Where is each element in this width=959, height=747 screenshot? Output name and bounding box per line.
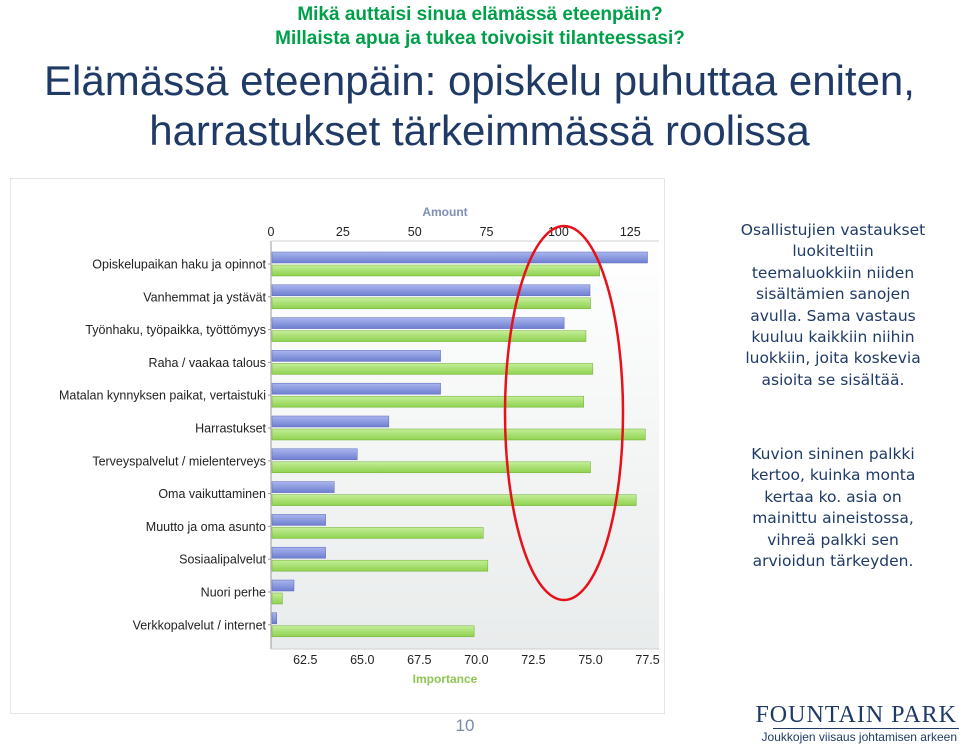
logo-wordmark: FOUNTAIN PARK bbox=[755, 702, 957, 728]
bottom-tick-label: 67.5 bbox=[407, 653, 431, 667]
amount-bar bbox=[271, 382, 441, 395]
importance-bar bbox=[271, 363, 594, 375]
question-line-1: Mikä auttaisi sinua elämässä eteenpäin? bbox=[297, 4, 663, 25]
importance-bar bbox=[271, 494, 637, 506]
top-tick-label: 25 bbox=[336, 225, 350, 239]
top-tick-label: 75 bbox=[480, 225, 494, 239]
survey-question: Mikä auttaisi sinua elämässä eteenpäin? … bbox=[250, 3, 710, 51]
chart-frame: Amount 0 25 50 75 100 125 62.5 65.0 67.5 70.0 72.5 7… bbox=[11, 179, 664, 713]
importance-bar bbox=[271, 559, 489, 572]
amount-bar bbox=[271, 251, 648, 264]
importance-bar bbox=[271, 527, 484, 539]
bottom-tick-label: 70.0 bbox=[464, 653, 488, 667]
title-line-2: harrastukset tärkeimmässä roolissa bbox=[149, 107, 810, 154]
amount-bar bbox=[271, 612, 277, 625]
amount-bar bbox=[271, 481, 335, 493]
category-label: Oma vaikuttaminen bbox=[158, 487, 266, 501]
bottom-tick-label: 75.0 bbox=[578, 653, 602, 667]
amount-bar bbox=[271, 579, 295, 592]
question-line-2: Millaista apua ja tukea toivoisit tilant… bbox=[275, 28, 685, 49]
amount-bar bbox=[271, 514, 326, 526]
category-label: Vanhemmat ja ystävät bbox=[143, 290, 266, 304]
category-label: Sosiaalipalvelut bbox=[179, 553, 266, 567]
importance-bar bbox=[271, 330, 587, 342]
amount-bar bbox=[271, 415, 390, 428]
category-label: Harrastukset bbox=[195, 422, 266, 436]
category-label: Muutto ja oma asunto bbox=[146, 520, 266, 534]
top-tick-label: 0 bbox=[268, 225, 275, 239]
category-label: Nuori perhe bbox=[201, 586, 266, 600]
category-label: Verkkopalvelut / internet bbox=[133, 618, 267, 632]
top-tick-label: 50 bbox=[408, 225, 422, 239]
amount-bar bbox=[271, 448, 358, 461]
amount-bar bbox=[271, 317, 565, 329]
amount-bar bbox=[271, 350, 441, 362]
importance-bar bbox=[271, 264, 600, 277]
page-number: 10 bbox=[455, 716, 475, 735]
importance-bar bbox=[271, 395, 584, 408]
page-title: Elämässä eteenpäin: opiskelu puhuttaa en… bbox=[0, 56, 959, 156]
category-label: Raha / vaakaa talous bbox=[149, 356, 266, 370]
logo-rule bbox=[773, 728, 959, 729]
bottom-tick-label: 77.5 bbox=[635, 653, 659, 667]
method-note: Osallistujien vastaukset luokiteltiin te… bbox=[740, 221, 926, 389]
bottom-axis-title: Importance bbox=[413, 672, 478, 686]
top-axis-title: Amount bbox=[422, 205, 467, 219]
bottom-tick-label: 65.0 bbox=[350, 653, 374, 667]
bottom-tick-label: 72.5 bbox=[521, 653, 545, 667]
importance-bar bbox=[271, 461, 591, 474]
amount-bar bbox=[271, 284, 591, 297]
logo-tagline: Joukkojen viisaus johtamisen arkeen bbox=[761, 730, 957, 744]
importance-bar bbox=[271, 297, 591, 310]
legend-note: Kuvion sininen palkki kertoo, kuinka mon… bbox=[750, 445, 916, 571]
importance-bar bbox=[271, 625, 475, 638]
importance-bar bbox=[271, 428, 646, 441]
fountain-park-logo: FOUNTAIN PARK Joukkojen viisaus johtamis… bbox=[755, 702, 959, 747]
importance-bar bbox=[271, 592, 283, 605]
top-tick-label: 125 bbox=[620, 225, 641, 239]
bottom-tick-label: 62.5 bbox=[293, 653, 317, 667]
category-label: Työnhaku, työpaikka, työttömyys bbox=[85, 323, 266, 337]
category-label: Terveyspalvelut / mielenterveys bbox=[92, 454, 266, 468]
highlight-ellipse bbox=[503, 224, 625, 602]
category-label: Opiskelupaikan haku ja opinnot bbox=[92, 258, 266, 272]
title-line-1: Elämässä eteenpäin: opiskelu puhuttaa en… bbox=[44, 57, 915, 104]
amount-bar bbox=[271, 546, 326, 559]
category-label: Matalan kynnyksen paikat, vertaistuki bbox=[59, 389, 266, 403]
